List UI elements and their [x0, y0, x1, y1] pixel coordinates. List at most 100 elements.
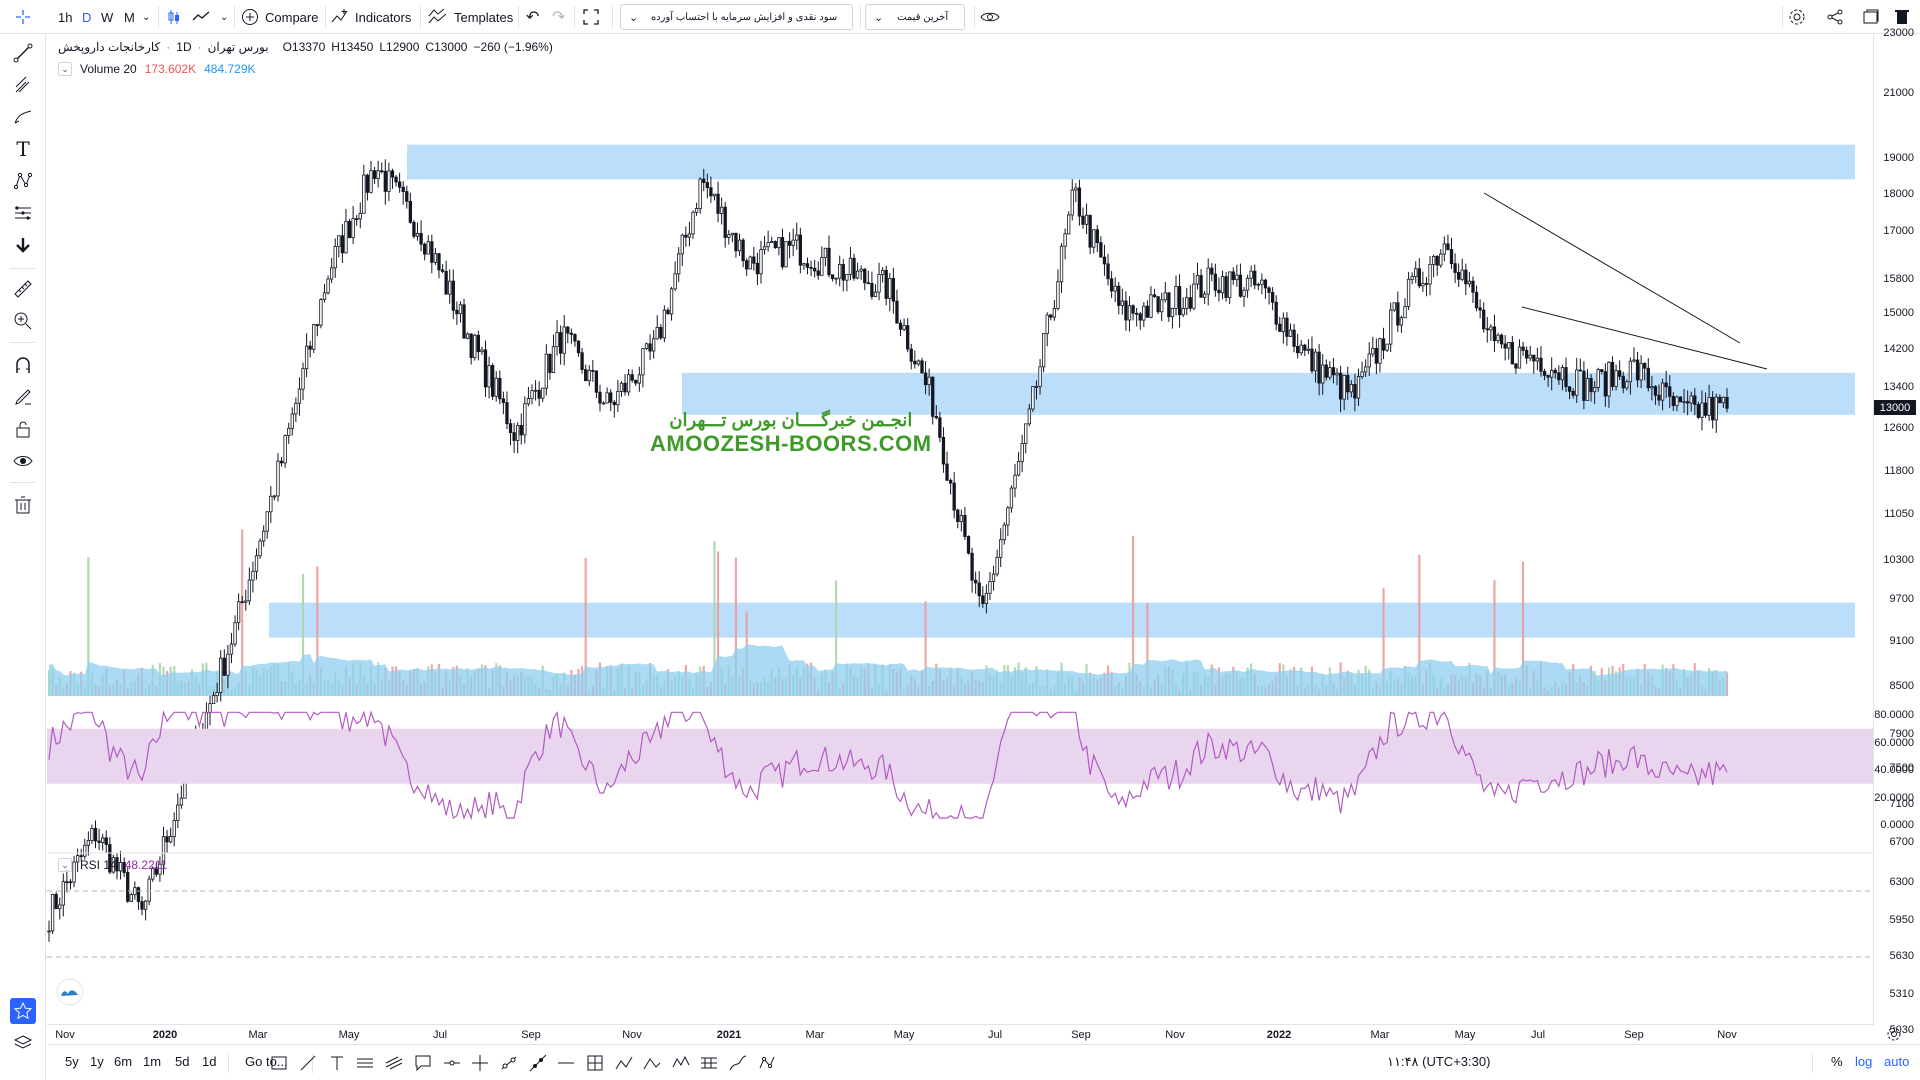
auto-scale-toggle[interactable]: auto: [1884, 1054, 1910, 1069]
undo-icon[interactable]: ↶: [526, 9, 540, 26]
interval-dropdown-chevron-icon[interactable]: ⌄: [142, 11, 151, 23]
line-segment-icon[interactable]: [295, 1051, 321, 1075]
redo-icon[interactable]: ↷: [552, 9, 566, 26]
candle-body: [813, 267, 817, 272]
stay-drawing-icon[interactable]: [10, 384, 36, 410]
range-1y[interactable]: 1y: [90, 1054, 104, 1069]
candle-body: [626, 374, 631, 393]
candle-body: [1424, 283, 1429, 285]
range-5y[interactable]: 5y: [65, 1054, 79, 1069]
pitchfork-icon[interactable]: [10, 72, 36, 98]
indicators-button[interactable]: Indicators: [331, 4, 411, 30]
candle-body: [1546, 375, 1550, 378]
candle-body: [93, 828, 98, 842]
interval-m[interactable]: M: [124, 9, 135, 25]
candle-body: [444, 271, 448, 295]
candle-body: [1202, 293, 1207, 298]
candle-body: [1145, 305, 1150, 318]
clock[interactable]: ۱۱:۴۸ (UTC+3:30): [1387, 1054, 1491, 1069]
path-icon[interactable]: [725, 1051, 751, 1075]
trash-icon[interactable]: [10, 492, 36, 518]
xabcd-pattern-icon[interactable]: [668, 1051, 694, 1075]
candle-body: [1539, 357, 1543, 372]
templates-button[interactable]: Templates: [428, 4, 513, 30]
zoom-in-icon[interactable]: [10, 308, 36, 334]
chart-type-chevron-icon[interactable]: ⌄: [220, 11, 229, 23]
eye-icon[interactable]: [10, 448, 36, 474]
pattern-icon[interactable]: [10, 168, 36, 194]
abcd-pattern-icon[interactable]: [611, 1051, 637, 1075]
settings-gear-icon[interactable]: [1788, 4, 1806, 30]
horizontal-ray-icon[interactable]: [439, 1051, 465, 1075]
abc-pattern-icon[interactable]: [639, 1051, 665, 1075]
candle-body: [483, 349, 488, 388]
ruler-icon[interactable]: [10, 276, 36, 302]
rectangle-icon[interactable]: [266, 1051, 292, 1075]
share-icon[interactable]: [1826, 4, 1844, 30]
candle-body: [1414, 268, 1418, 277]
price-axis[interactable]: 23000 21000 19000 18000 17000 15800 15000 14200…: [1873, 27, 1920, 1036]
candle-body: [1453, 263, 1457, 273]
long-position-icon[interactable]: [696, 1051, 722, 1075]
magnet-icon[interactable]: [10, 352, 36, 378]
time-axis-label: Nov: [1165, 1029, 1185, 1041]
candle-body: [390, 170, 395, 178]
extended-line-icon[interactable]: [525, 1051, 551, 1075]
candle-body: [476, 334, 480, 353]
trend-line-icon[interactable]: [496, 1051, 522, 1075]
horizontal-line-icon[interactable]: [553, 1051, 579, 1075]
favorites-star-icon[interactable]: [10, 998, 36, 1024]
prediction-icon[interactable]: [10, 200, 36, 226]
eye-icon[interactable]: [980, 4, 1000, 30]
range-5d[interactable]: 5d: [175, 1054, 190, 1069]
candle-body: [755, 262, 760, 275]
interval-w[interactable]: W: [101, 9, 114, 25]
candle-body: [1514, 363, 1518, 369]
candle-body: [1263, 279, 1268, 289]
candle-body: [1317, 351, 1321, 384]
lock-icon[interactable]: [10, 416, 36, 442]
range-1m[interactable]: 1m: [143, 1054, 162, 1069]
last-price-label: 13000: [1874, 400, 1916, 416]
candle-body: [1002, 524, 1006, 541]
range-1d[interactable]: 1d: [202, 1054, 217, 1069]
interval-d[interactable]: D: [82, 9, 92, 25]
adjustment-dropdown[interactable]: ⌄ سود نقدی و افزایش سرمایه با احتساب آور…: [620, 4, 853, 30]
candle-body: [745, 260, 749, 270]
trend-line-icon[interactable]: [10, 40, 36, 66]
text-tool-icon[interactable]: T: [16, 137, 30, 161]
interval-1h[interactable]: 1h: [58, 9, 73, 25]
snapshot-icon[interactable]: [1862, 4, 1880, 30]
compare-button[interactable]: Compare: [241, 4, 318, 30]
candle-body: [991, 573, 996, 582]
volume-bar: [316, 566, 319, 696]
line-chart-icon[interactable]: [192, 4, 210, 30]
parallel-channel-icon[interactable]: [352, 1051, 378, 1075]
axis-settings-gear-icon[interactable]: [1886, 1026, 1902, 1047]
log-scale-toggle[interactable]: log: [1855, 1054, 1873, 1069]
fib-channel-icon[interactable]: [381, 1051, 407, 1075]
goto-button[interactable]: Go to...: [245, 1054, 288, 1069]
trash-icon[interactable]: [1894, 4, 1910, 30]
text-icon[interactable]: [324, 1051, 350, 1075]
range-6m[interactable]: 6m: [114, 1054, 133, 1069]
collapse-chevron-icon[interactable]: ⌄: [58, 62, 72, 76]
fullscreen-icon[interactable]: [583, 4, 599, 30]
time-axis[interactable]: Nov 2020 Mar May Jul Sep Nov 2021 Mar May Jul Sep No…: [47, 1024, 1873, 1044]
cross-line-icon[interactable]: [467, 1051, 493, 1075]
brush-icon[interactable]: [10, 104, 36, 130]
candle-body: [791, 239, 795, 246]
price-chart[interactable]: [47, 35, 1873, 1035]
candle-body: [1041, 333, 1046, 368]
crosshair-icon[interactable]: [6, 4, 40, 30]
collapse-chevron-icon[interactable]: ⌄: [58, 858, 72, 872]
callout-icon[interactable]: [410, 1051, 436, 1075]
arrow-down-icon[interactable]: [10, 232, 36, 258]
percent-scale-toggle[interactable]: %: [1831, 1054, 1843, 1069]
price-source-dropdown[interactable]: ⌄ آخرین قیمت: [865, 4, 965, 30]
layers-icon[interactable]: [10, 1030, 36, 1056]
polyline-icon[interactable]: [754, 1051, 780, 1075]
price-range-icon[interactable]: [582, 1051, 608, 1075]
candles-icon[interactable]: [166, 4, 184, 30]
candle-body: [963, 515, 967, 537]
